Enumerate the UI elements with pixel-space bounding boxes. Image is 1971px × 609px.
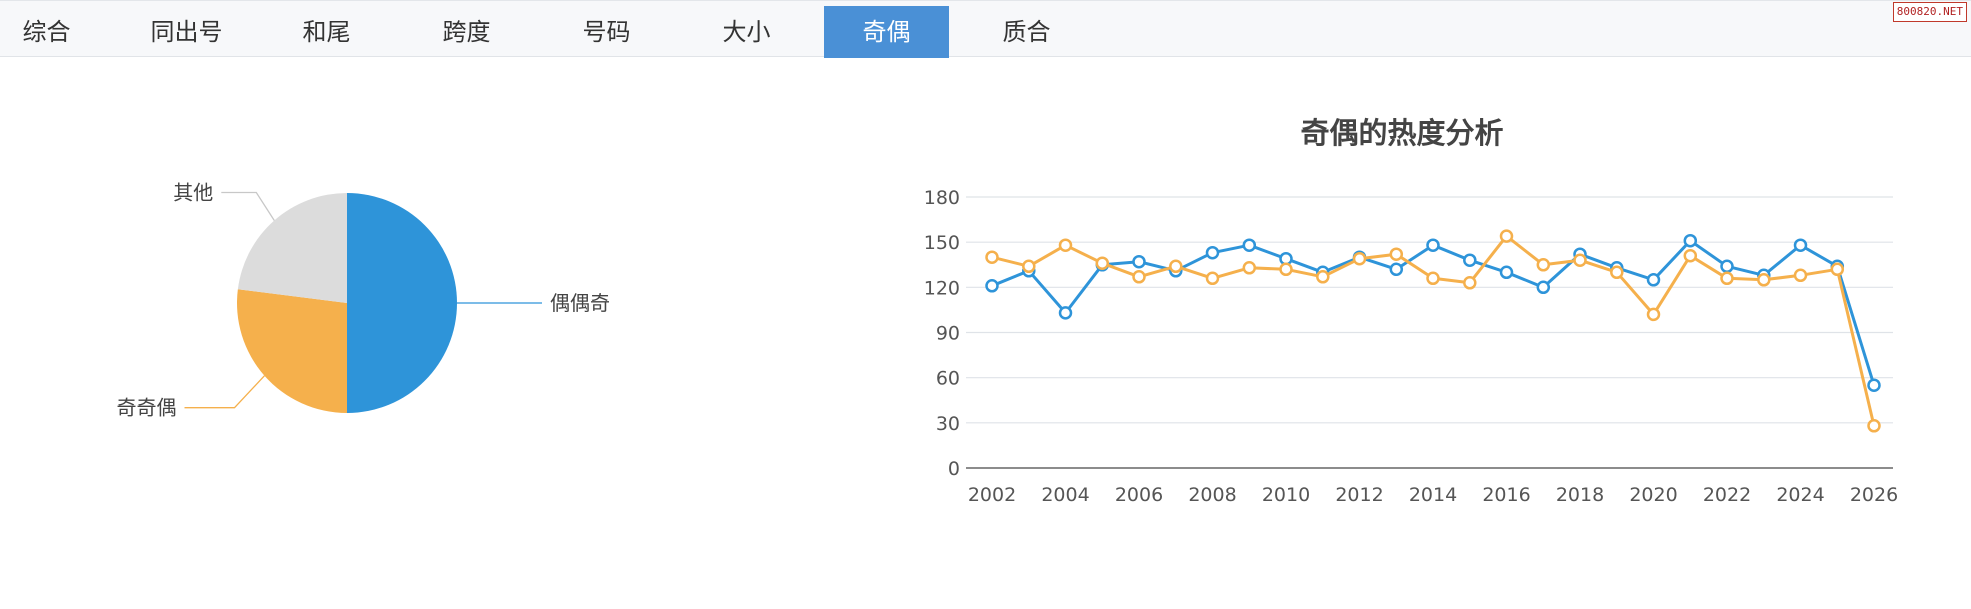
- series-point: [1205, 271, 1220, 286]
- series-point: [1646, 307, 1661, 322]
- series-point: [1389, 262, 1404, 277]
- series-point: [1499, 229, 1514, 243]
- series-point: [1169, 259, 1183, 274]
- series-point: [1389, 247, 1404, 261]
- tab-tongchuhao[interactable]: 同出号: [150, 18, 223, 46]
- series-point: [985, 279, 999, 293]
- series-point: [1132, 254, 1146, 269]
- series-point: [985, 250, 999, 264]
- series-point: [1279, 262, 1293, 277]
- x-tick-label: 2008: [1188, 484, 1236, 506]
- series-point: [1683, 233, 1698, 248]
- series-point: [1095, 256, 1110, 270]
- tab-zhihe[interactable]: 质合: [1002, 18, 1051, 46]
- series-point: [1757, 273, 1771, 287]
- series-point: [1426, 271, 1440, 286]
- series-line: [991, 239, 1876, 386]
- x-tick-label: 2022: [1703, 484, 1751, 506]
- x-tick-label: 2006: [1115, 484, 1163, 506]
- series-point: [1793, 268, 1808, 283]
- series-point: [1058, 238, 1073, 252]
- series-point: [1646, 273, 1661, 287]
- series-point: [1352, 251, 1367, 266]
- x-tick-label: 2018: [1556, 484, 1604, 506]
- x-tick-label: 2020: [1629, 484, 1677, 506]
- x-tick-label: 2010: [1262, 484, 1310, 506]
- site-watermark: 800820.NET: [1892, 2, 1967, 22]
- x-tick-label: 2026: [1850, 484, 1898, 506]
- series-point: [1793, 238, 1808, 252]
- series-point: [1830, 262, 1845, 277]
- series-point: [1867, 419, 1881, 433]
- series-point: [1573, 253, 1587, 267]
- series-point: [1499, 265, 1514, 280]
- series-point: [1242, 261, 1257, 275]
- pie-slice: [347, 193, 457, 413]
- series-point: [1426, 238, 1440, 252]
- y-tick-label: 180: [924, 187, 960, 209]
- series-point: [1242, 238, 1257, 252]
- series-point: [1720, 259, 1734, 274]
- series-line: [991, 234, 1876, 427]
- x-tick-label: 2004: [1041, 484, 1089, 506]
- series-point: [1463, 276, 1477, 290]
- pie-label: 其他: [173, 180, 213, 204]
- pie-slice: [237, 289, 347, 413]
- tab-haoma[interactable]: 号码: [582, 18, 631, 46]
- x-tick-label: 2002: [968, 484, 1016, 506]
- tab-bar: 综合 同出号 和尾 跨度 号码 大小 奇偶 质合: [0, 0, 1971, 58]
- x-tick-label: 2014: [1409, 484, 1457, 506]
- series-point: [1058, 306, 1073, 320]
- x-tick-label: 2012: [1335, 484, 1383, 506]
- pie-label-line: [221, 191, 275, 221]
- y-tick-label: 120: [924, 277, 960, 299]
- series-point: [1720, 271, 1734, 286]
- y-tick-label: 60: [936, 368, 960, 390]
- y-tick-label: 30: [936, 413, 960, 435]
- tab-zonghe[interactable]: 综合: [22, 18, 71, 46]
- pie-label-line: [184, 375, 265, 409]
- tab-hewei[interactable]: 和尾: [302, 18, 351, 46]
- series-point: [1316, 270, 1330, 284]
- series-point: [1536, 280, 1551, 295]
- series-point: [1536, 258, 1551, 272]
- tab-kuadu[interactable]: 跨度: [442, 18, 491, 46]
- tab-daxiao[interactable]: 大小: [722, 18, 771, 46]
- series-point: [1463, 253, 1477, 267]
- pie-label: 偶偶奇: [550, 291, 610, 315]
- y-tick-label: 90: [936, 323, 960, 345]
- pie-slice: [237, 193, 347, 303]
- x-tick-label: 2016: [1482, 484, 1530, 506]
- chart-title: 奇偶的热度分析: [1300, 116, 1503, 150]
- series-point: [1683, 248, 1698, 263]
- series-point: [1610, 265, 1624, 280]
- series-point: [1205, 245, 1220, 260]
- pie-label: 奇奇偶: [116, 396, 176, 420]
- series-point: [1132, 270, 1146, 284]
- tab-jiou[interactable]: 奇偶: [824, 6, 949, 58]
- series-point: [1022, 259, 1036, 274]
- x-tick-label: 2024: [1776, 484, 1824, 506]
- series-point: [1867, 378, 1881, 392]
- y-tick-label: 0: [948, 458, 960, 480]
- y-tick-label: 150: [924, 232, 960, 254]
